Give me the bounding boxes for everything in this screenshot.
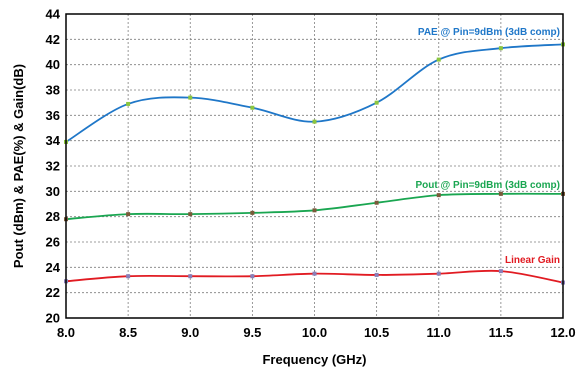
data-point: [374, 100, 379, 105]
x-tick-label: 10.5: [364, 325, 389, 340]
x-tick-label: 12.0: [550, 325, 575, 340]
series-label-linear-gain: Linear Gain: [505, 255, 560, 266]
y-tick-label: 26: [46, 235, 60, 250]
y-tick-label: 40: [46, 57, 60, 72]
x-tick-label: 9.0: [181, 325, 199, 340]
y-tick-labels: 20 22 24 26 28 30 32 34 36 38 40 42 44: [46, 7, 61, 326]
grid: [66, 14, 563, 318]
series-label-pae: PAE @ Pin=9dBm (3dB comp): [418, 27, 560, 38]
y-tick-label: 42: [46, 32, 60, 47]
data-point: [188, 95, 193, 100]
data-point: [126, 212, 131, 217]
data-point: [374, 200, 379, 205]
data-point: [126, 274, 131, 279]
y-tick-label: 36: [46, 108, 60, 123]
data-point: [498, 269, 503, 274]
plot-frame: [65, 13, 564, 319]
y-tick-label: 22: [46, 285, 60, 300]
data-point: [250, 210, 255, 215]
data-point: [250, 274, 255, 279]
series-labels: PAE @ Pin=9dBm (3dB comp) Pout @ Pin=9dBm…: [416, 27, 560, 266]
y-tick-label: 38: [46, 83, 60, 98]
data-point: [436, 193, 441, 198]
data-point: [374, 272, 379, 277]
y-tick-label: 34: [46, 133, 61, 148]
data-point: [312, 208, 317, 213]
y-tick-label: 28: [46, 209, 60, 224]
y-tick-label: 24: [46, 260, 61, 275]
data-point: [312, 119, 317, 124]
x-tick-labels: 8.0 8.5 9.0 9.5 10.0 10.5 11.0 11.5 12.0: [57, 325, 576, 340]
x-tick-label: 8.0: [57, 325, 75, 340]
x-tick-label: 11.0: [426, 325, 451, 340]
data-point: [188, 274, 193, 279]
x-tick-label: 9.5: [243, 325, 261, 340]
x-tick-label: 8.5: [119, 325, 137, 340]
data-point: [436, 271, 441, 276]
data-point: [126, 101, 131, 106]
x-axis-title: Frequency (GHz): [262, 352, 366, 367]
series-label-pout: Pout @ Pin=9dBm (3dB comp): [416, 180, 560, 191]
x-tick-label: 10.0: [302, 325, 327, 340]
data-point: [188, 212, 193, 217]
data-point: [498, 191, 503, 196]
data-point: [436, 57, 441, 62]
series-pae: [64, 42, 565, 144]
y-tick-label: 30: [46, 184, 60, 199]
data-point: [250, 105, 255, 110]
y-tick-label: 44: [46, 7, 61, 22]
y-tick-label: 32: [46, 159, 60, 174]
x-tick-label: 11.5: [489, 325, 514, 340]
y-tick-label: 20: [46, 311, 60, 326]
data-point: [498, 46, 503, 51]
data-point: [312, 271, 317, 276]
y-axis-title: Pout (dBm) & PAE(%) & Gain(dB): [11, 64, 26, 268]
